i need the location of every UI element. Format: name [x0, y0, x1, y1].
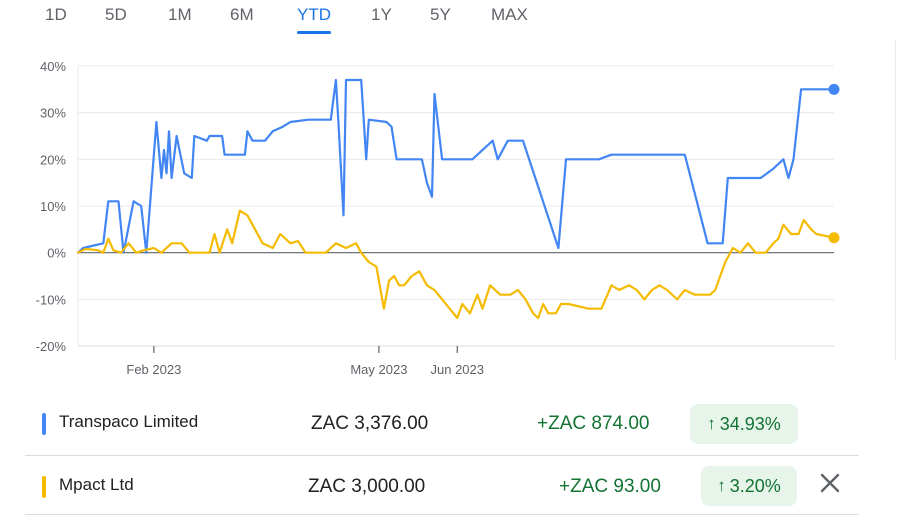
y-tick-label: 10% — [40, 199, 66, 214]
y-tick-label: 30% — [40, 106, 66, 121]
tab-5y[interactable]: 5Y — [430, 5, 451, 24]
tab-6m[interactable]: 6M — [230, 5, 254, 24]
series-end-point-mpact — [828, 232, 840, 244]
series-lines — [76, 78, 840, 320]
company-name: Transpaco Limited — [59, 412, 199, 431]
percent-change-value: 34.93% — [719, 413, 781, 434]
series-line-transpaco — [76, 78, 836, 254]
price-change: +ZAC 874.00 — [537, 413, 650, 434]
tab-ytd-label: YTD — [297, 5, 331, 24]
series-end-point-transpaco — [828, 83, 840, 95]
chart-right-divider — [895, 40, 896, 360]
legend-row-mpact[interactable]: Mpact Ltd ZAC 3,000.00 +ZAC 93.00 ↑ 3.20… — [25, 455, 859, 515]
y-tick-label: 40% — [40, 59, 66, 74]
tab-1y[interactable]: 1Y — [371, 5, 392, 24]
y-tick-label: 0% — [47, 246, 66, 261]
company-name: Mpact Ltd — [59, 475, 134, 494]
percent-change-badge: ↑ 34.93% — [690, 404, 798, 444]
legend-row-transpaco[interactable]: Transpaco Limited ZAC 3,376.00 +ZAC 874.… — [25, 393, 859, 453]
tab-1d[interactable]: 1D — [45, 5, 67, 24]
percent-change-value: 3.20% — [729, 475, 781, 496]
active-tab-indicator — [297, 31, 331, 34]
series-color-swatch — [42, 413, 46, 435]
tab-1m[interactable]: 1M — [168, 5, 192, 24]
comparison-line-chart[interactable]: 40% 30% 20% 10% 0% -10% -20% Feb 2023 May 2023 J… — [0, 40, 899, 385]
x-tick-label: May 2023 — [350, 362, 407, 377]
close-icon[interactable] — [817, 470, 843, 496]
current-price: ZAC 3,000.00 — [308, 476, 426, 497]
arrow-up-icon: ↑ — [707, 414, 716, 433]
grid-lines — [77, 65, 834, 347]
arrow-up-icon: ↑ — [717, 476, 726, 495]
x-axis-labels: Feb 2023 May 2023 Jun 2023 — [126, 346, 484, 377]
x-tick-label: Jun 2023 — [431, 362, 485, 377]
price-change: +ZAC 93.00 — [559, 476, 661, 497]
y-tick-label: -10% — [36, 292, 67, 307]
tab-max[interactable]: MAX — [491, 5, 528, 24]
y-tick-label: -20% — [36, 339, 67, 354]
series-line-mpact — [76, 209, 836, 320]
series-color-swatch — [42, 476, 46, 498]
y-axis-labels: 40% 30% 20% 10% 0% -10% -20% — [36, 59, 67, 354]
tab-ytd[interactable]: YTD — [297, 5, 331, 34]
percent-change-badge: ↑ 3.20% — [701, 466, 797, 506]
current-price: ZAC 3,376.00 — [311, 413, 429, 434]
x-tick-label: Feb 2023 — [126, 362, 181, 377]
tab-5d[interactable]: 5D — [105, 5, 127, 24]
y-tick-label: 20% — [40, 152, 66, 167]
range-tabs: 1D 5D 1M 6M YTD 1Y 5Y MAX — [0, 0, 600, 34]
